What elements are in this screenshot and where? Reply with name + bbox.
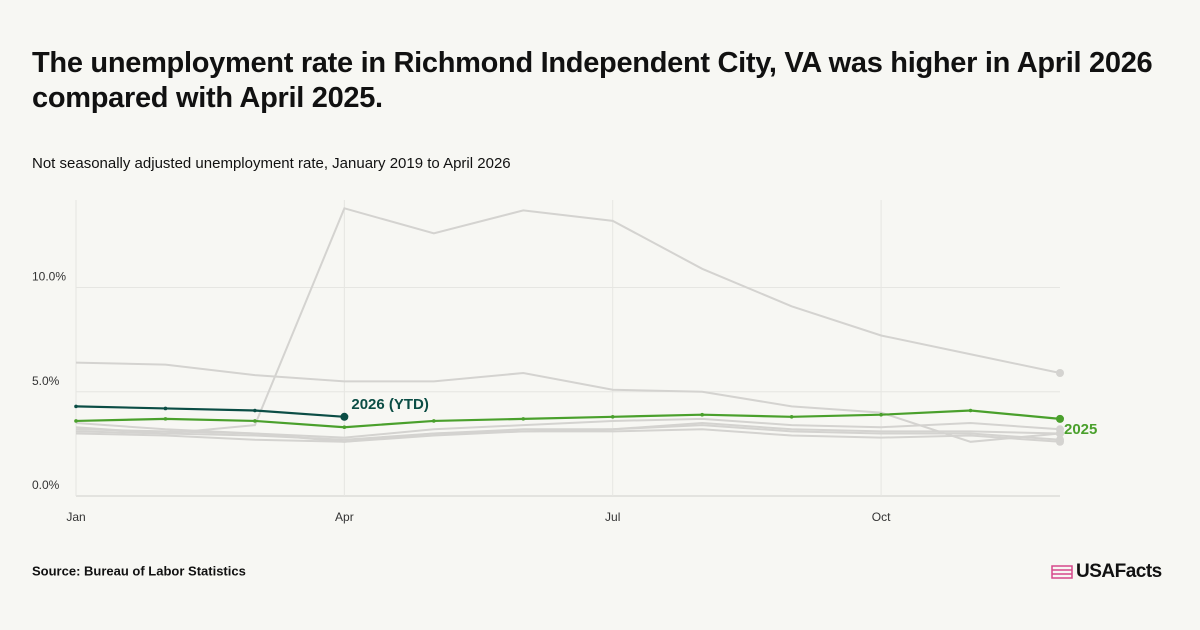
chart-title: The unemployment rate in Richmond Indepe… <box>32 47 1153 114</box>
logo-flag <box>1051 565 1073 579</box>
point <box>253 419 257 423</box>
series-line <box>75 405 345 418</box>
end-point <box>1056 414 1064 423</box>
point <box>789 414 794 419</box>
series-label: 2026 (YTD) <box>351 396 429 413</box>
point <box>74 419 78 423</box>
point <box>163 417 168 421</box>
point <box>521 417 526 421</box>
source: Source: Bureau of Labor Statistics <box>32 563 246 578</box>
brand: USAFacts <box>1076 561 1162 582</box>
point <box>74 404 78 409</box>
point <box>432 419 436 423</box>
end-point <box>1056 369 1064 378</box>
series-line <box>75 361 1061 443</box>
series-line <box>75 422 1061 443</box>
x-tick-label: Apr <box>335 510 354 524</box>
point <box>968 408 973 413</box>
series-line <box>75 207 1061 435</box>
point <box>253 408 257 413</box>
series-label: 2025 <box>1064 421 1097 438</box>
end-point <box>340 412 349 421</box>
y-tick-label: 10.0% <box>32 270 66 284</box>
subtitle: Not seasonally adjusted unemployment rat… <box>32 155 511 172</box>
x-tick-label: Jan <box>66 510 85 524</box>
title-box: The unemployment rate in Richmond Indepe… <box>32 47 1153 114</box>
point <box>610 414 615 419</box>
y-tick-label: 0.0% <box>32 478 60 492</box>
series-line <box>75 424 1061 441</box>
y-tick-label: 5.0% <box>32 374 60 388</box>
series-line <box>75 409 1061 429</box>
point <box>700 412 704 417</box>
series-line <box>75 417 1061 439</box>
end-point <box>1056 425 1064 434</box>
point <box>342 425 347 430</box>
x-tick-label: Jul <box>605 510 620 524</box>
point <box>163 406 168 411</box>
x-tick-label: Oct <box>872 510 891 524</box>
point <box>879 412 883 417</box>
logo: USAFacts <box>1051 561 1162 582</box>
end-point <box>1056 437 1064 446</box>
